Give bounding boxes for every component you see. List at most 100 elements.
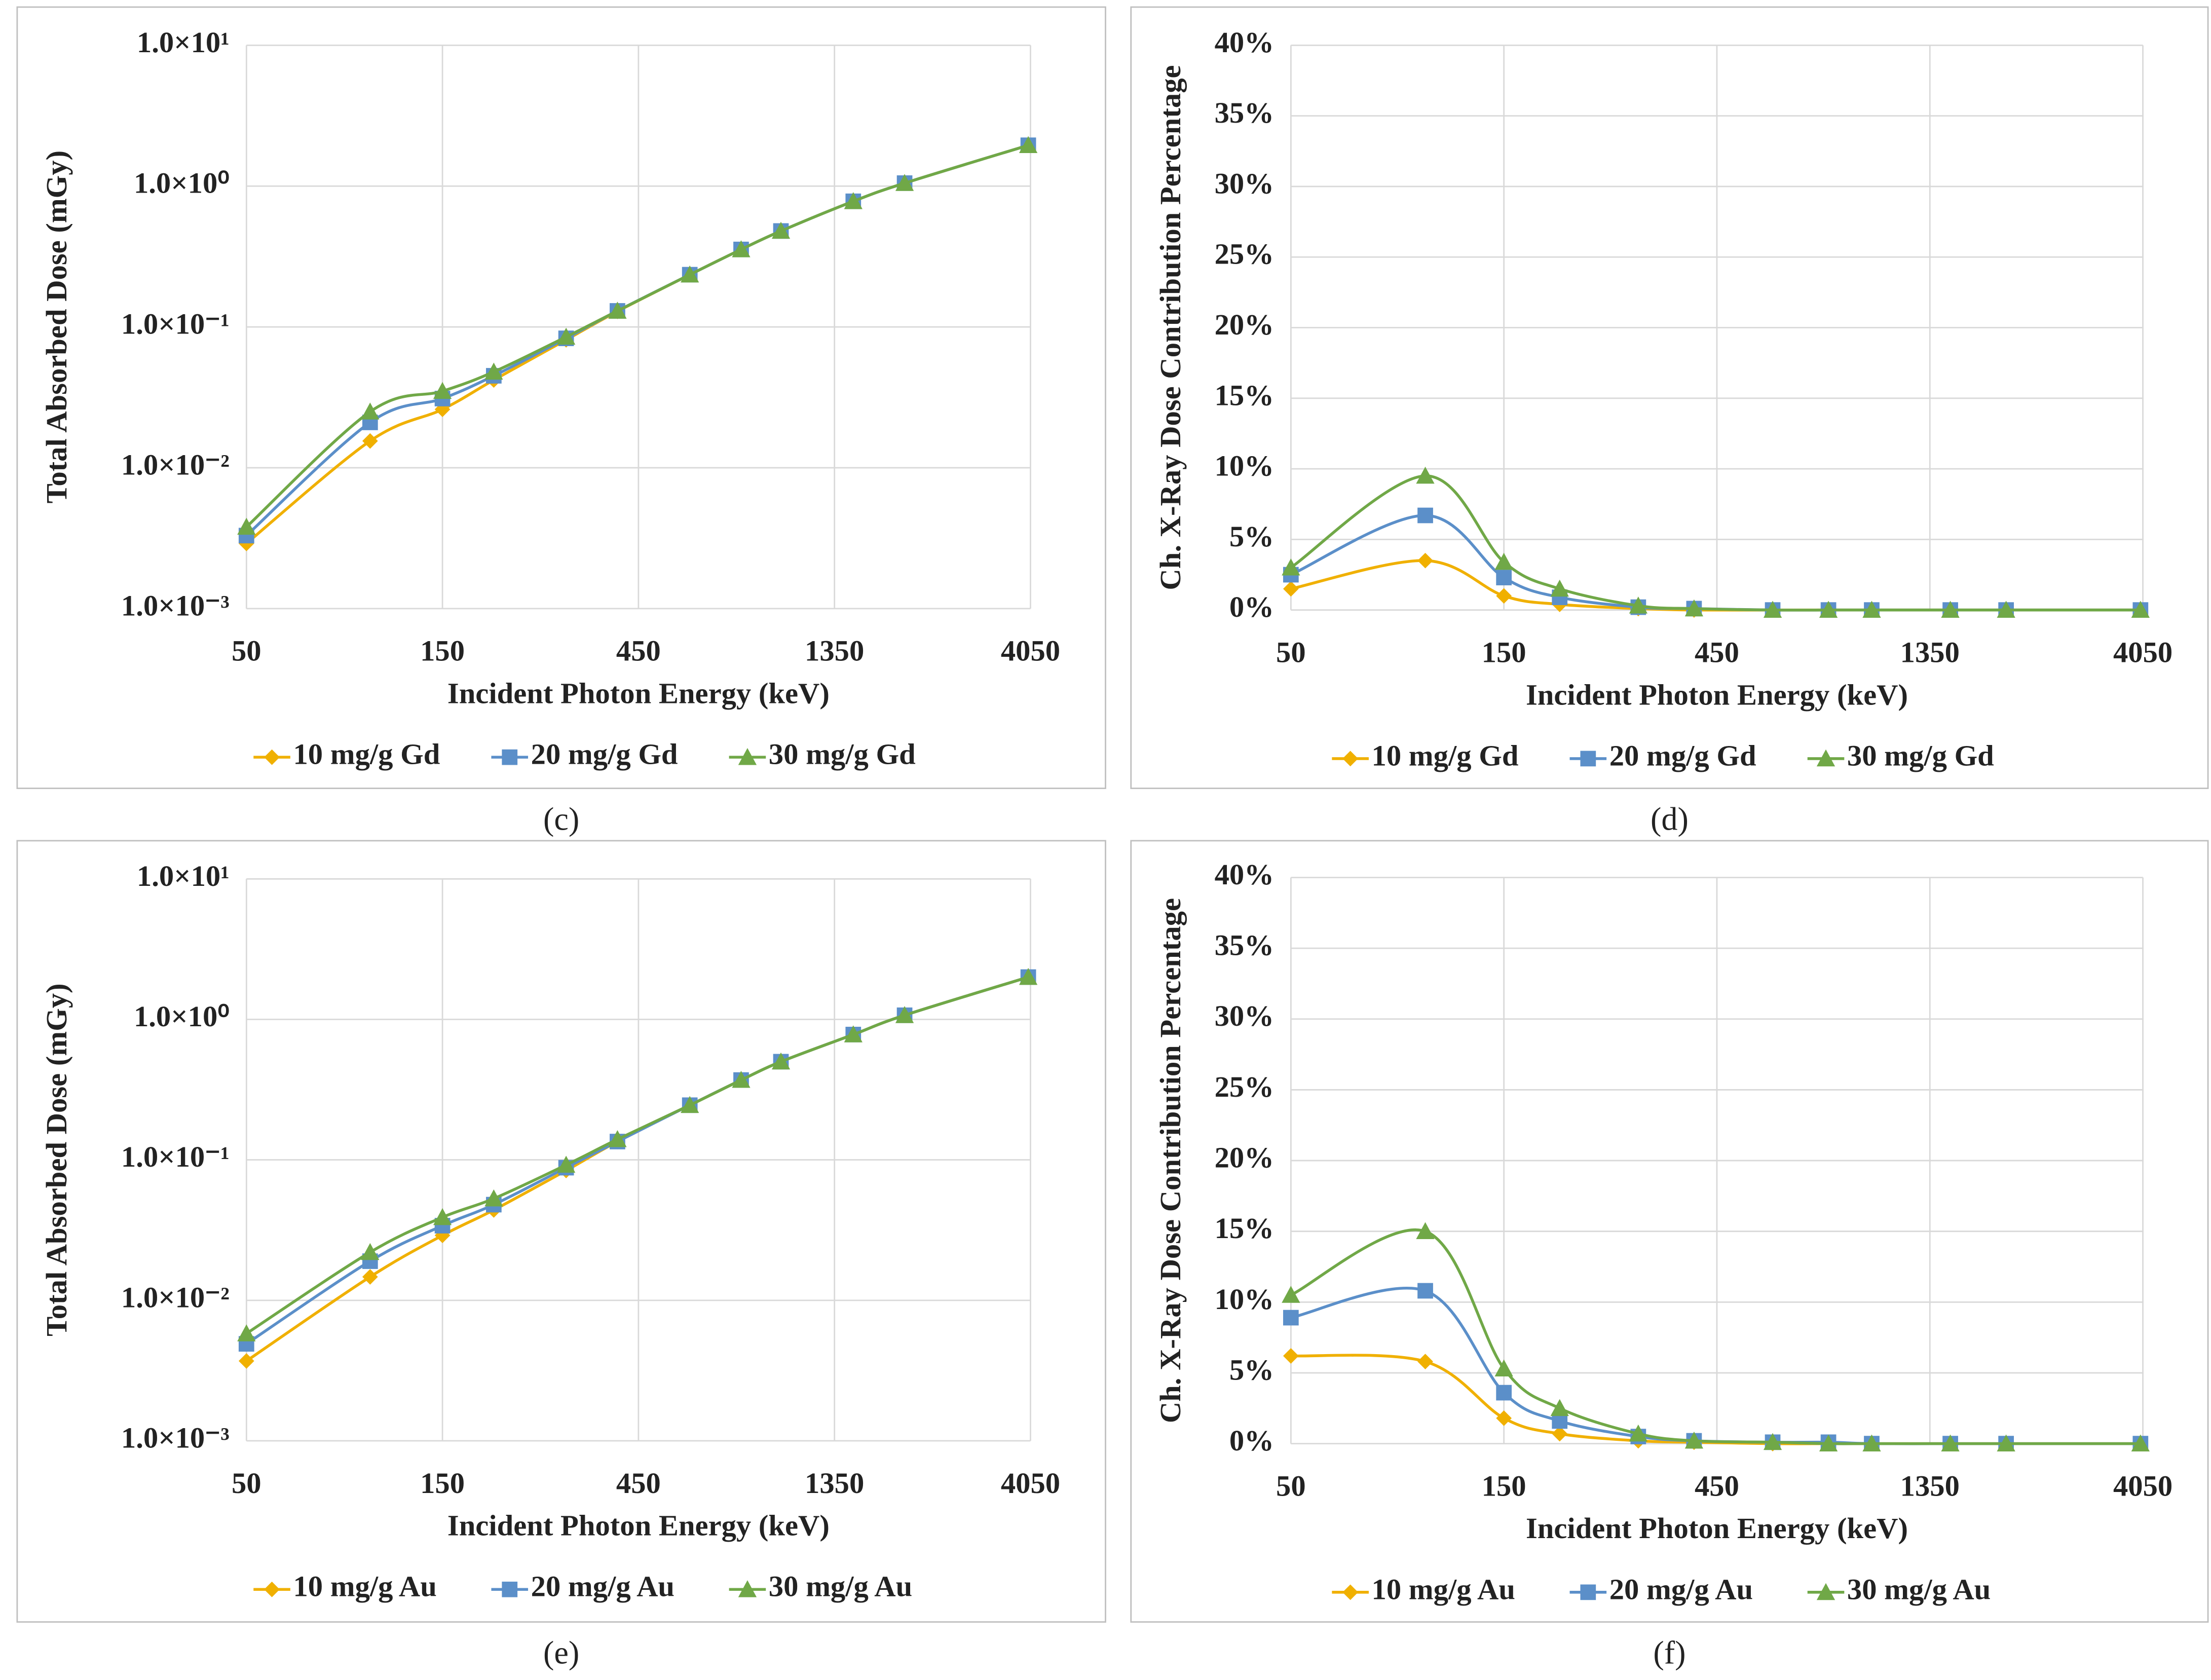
legend-label: 10 mg/g Au xyxy=(1372,1573,1515,1606)
legend-item: 20 mg/g Gd xyxy=(491,738,678,771)
x-axis-title: Incident Photon Energy (keV) xyxy=(447,1509,830,1542)
marker xyxy=(738,748,757,765)
marker xyxy=(1684,1431,1704,1449)
marker xyxy=(556,1155,576,1173)
y-tick-label: 0% xyxy=(1229,1424,1274,1457)
x-tick-label: 4050 xyxy=(1001,634,1060,667)
legend-item: 30 mg/g Gd xyxy=(1807,739,1994,772)
x-tick-label: 1350 xyxy=(1900,636,1960,668)
marker xyxy=(1862,601,1881,618)
x-tick-label: 4050 xyxy=(2113,636,2172,668)
legend-item: 20 mg/g Au xyxy=(1569,1573,1753,1606)
legend-label: 20 mg/g Gd xyxy=(531,738,678,771)
y-tick-label: 40% xyxy=(1215,26,1274,59)
marker xyxy=(433,382,452,399)
legend-label: 20 mg/g Au xyxy=(1609,1573,1753,1606)
legend-item: 20 mg/g Au xyxy=(491,1570,674,1603)
marker xyxy=(681,1096,699,1113)
marker xyxy=(484,1189,503,1207)
x-tick-label: 450 xyxy=(616,1467,661,1500)
marker xyxy=(1283,1348,1299,1364)
x-tick-label: 1350 xyxy=(805,634,864,667)
marker xyxy=(361,1243,380,1260)
marker xyxy=(844,192,863,209)
marker xyxy=(556,327,576,345)
marker xyxy=(1629,596,1647,614)
panel: 0% 5% 10% 15% 20% 25% 30% 35% 40% 50 150 450 1350 405… xyxy=(1130,840,2209,1670)
marker xyxy=(1941,1434,1960,1451)
marker xyxy=(2131,601,2150,618)
panel-caption: (e) xyxy=(543,1634,579,1670)
y-tick-label: 5% xyxy=(1229,520,1274,553)
y-tick-label: 10% xyxy=(1215,450,1274,482)
y-tick-label: 40% xyxy=(1215,858,1274,891)
y-tick-label: 15% xyxy=(1215,379,1274,412)
x-tick-label: 450 xyxy=(1695,1469,1739,1502)
y-tick-label: 10% xyxy=(1215,1283,1274,1316)
marker xyxy=(1550,579,1569,597)
marker xyxy=(1997,601,2015,618)
marker xyxy=(1417,552,1433,569)
marker xyxy=(1997,1434,2015,1451)
marker xyxy=(608,1130,627,1147)
marker xyxy=(1552,1426,1568,1442)
marker xyxy=(237,517,256,535)
x-tick-label: 50 xyxy=(1276,636,1306,668)
x-tick-label: 450 xyxy=(1695,636,1739,668)
marker xyxy=(238,1353,254,1369)
marker xyxy=(1283,581,1299,597)
series-line xyxy=(245,143,1029,528)
x-axis-title: Incident Photon Energy (keV) xyxy=(1526,678,1908,711)
marker xyxy=(1819,601,1838,618)
marker xyxy=(1496,1385,1512,1401)
y-tick-label: 1.0×10⁰ xyxy=(134,1000,230,1033)
x-tick-label: 50 xyxy=(1276,1469,1306,1502)
marker xyxy=(1580,751,1596,767)
legend-label: 10 mg/g Au xyxy=(293,1570,436,1603)
x-tick-label: 1350 xyxy=(805,1467,864,1500)
series-line xyxy=(245,976,1029,1335)
x-axis-title: Incident Photon Energy (keV) xyxy=(447,677,830,710)
y-tick-label: 1.0×10⁻² xyxy=(121,448,230,481)
marker xyxy=(237,1324,256,1341)
marker xyxy=(2131,1434,2150,1451)
marker xyxy=(681,265,699,283)
marker xyxy=(1494,1359,1513,1376)
marker xyxy=(1550,1399,1569,1416)
panel-caption: (f) xyxy=(1653,1634,1685,1670)
marker xyxy=(361,402,380,420)
y-tick-label: 1.0×10⁻¹ xyxy=(121,308,230,341)
x-tick-label: 4050 xyxy=(1001,1467,1060,1500)
y-tick-label: 1.0×10⁻² xyxy=(121,1281,230,1314)
marker xyxy=(844,1025,863,1042)
series-line xyxy=(1290,474,2141,612)
marker xyxy=(1629,1424,1647,1442)
legend-label: 20 mg/g Au xyxy=(531,1570,674,1603)
y-tick-label: 1.0×10¹ xyxy=(137,26,230,59)
y-tick-label: 20% xyxy=(1215,308,1274,341)
legend-item: 30 mg/g Gd xyxy=(729,738,916,771)
marker xyxy=(1417,1283,1433,1299)
y-tick-label: 35% xyxy=(1215,96,1274,129)
legend-item: 20 mg/g Gd xyxy=(1569,739,1756,772)
marker xyxy=(895,174,914,191)
legend-label: 30 mg/g Gd xyxy=(769,738,916,771)
marker xyxy=(732,240,751,257)
legend-label: 20 mg/g Gd xyxy=(1609,739,1756,772)
marker xyxy=(502,1581,518,1597)
marker xyxy=(1496,570,1512,585)
marker xyxy=(1416,1222,1435,1240)
marker xyxy=(1763,1433,1782,1450)
y-tick-label: 15% xyxy=(1215,1212,1274,1245)
marker xyxy=(1580,1584,1596,1600)
y-tick-label: 1.0×10¹ xyxy=(137,860,230,892)
y-axis-title: Ch. X-Ray Dose Contribution Percentage xyxy=(1154,65,1187,590)
x-tick-label: 150 xyxy=(1482,636,1526,668)
panel: 0% 5% 10% 15% 20% 25% 30% 35% 40% 50 150 450 1350 405… xyxy=(1130,6,2209,837)
marker xyxy=(1417,1354,1433,1369)
y-tick-label: 30% xyxy=(1215,999,1274,1032)
marker xyxy=(1941,601,1960,618)
marker xyxy=(1819,1434,1838,1451)
y-axis-title: Ch. X-Ray Dose Contribution Percentage xyxy=(1154,898,1187,1423)
